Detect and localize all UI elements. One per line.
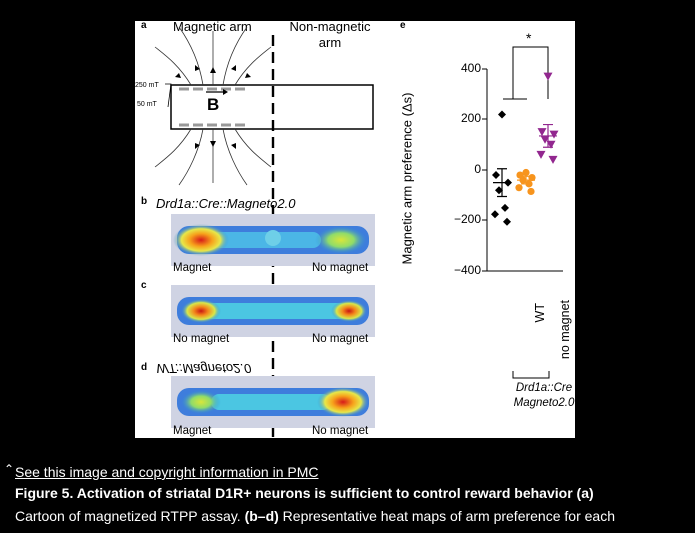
y-tick-label: 0 bbox=[474, 162, 481, 176]
data-point bbox=[495, 186, 503, 195]
panel-b-right-label: No magnet bbox=[312, 262, 369, 274]
panel-c-right-label: No magnet bbox=[312, 333, 369, 345]
pmc-copyright-link[interactable]: See this image and copyright information… bbox=[15, 464, 319, 480]
data-point bbox=[528, 173, 536, 182]
x-category-label: no magnet bbox=[558, 300, 572, 360]
group-bracket-label-1: Drd1a::Cre bbox=[515, 382, 573, 394]
caption-area: ⌃ See this image and copyright informati… bbox=[0, 452, 695, 533]
figure-caption-title: Figure 5. Activation of striatal D1R+ ne… bbox=[15, 485, 594, 501]
data-point bbox=[543, 72, 553, 81]
data-point bbox=[548, 155, 558, 164]
panel-c-left-label: No magnet bbox=[173, 333, 230, 345]
heatmap-c bbox=[171, 285, 375, 337]
b-vector-label: B bbox=[207, 95, 220, 114]
panel-c-letter: c bbox=[141, 280, 147, 291]
y-tick-label: 200 bbox=[460, 111, 481, 125]
data-point bbox=[519, 176, 527, 184]
data-point bbox=[549, 130, 559, 139]
panel-d-letter: d bbox=[141, 362, 148, 373]
group-bracket-label-2: Magneto2.0 bbox=[513, 397, 575, 409]
y-tick-label: −400 bbox=[453, 263, 481, 277]
data-point bbox=[536, 150, 546, 159]
field-250-label: 250 mT bbox=[135, 82, 159, 89]
y-tick-label: −200 bbox=[453, 212, 481, 226]
error-bar bbox=[493, 168, 511, 198]
panel-b-left-label: Magnet bbox=[173, 262, 212, 274]
data-point bbox=[491, 210, 499, 219]
magnetic-arm-title: Magnetic arm bbox=[173, 21, 252, 34]
data-point bbox=[522, 168, 530, 177]
y-tick-label: 400 bbox=[460, 61, 481, 75]
data-point bbox=[515, 184, 523, 192]
heatmap-d bbox=[171, 376, 375, 428]
data-point bbox=[546, 140, 556, 149]
nonmagnetic-arm-title-1: Non-magnetic bbox=[289, 21, 371, 34]
caption-title-tail: (a) bbox=[576, 485, 594, 501]
panel-e-letter: e bbox=[400, 21, 406, 31]
panel-d-right-label: No magnet bbox=[312, 425, 369, 437]
data-point bbox=[525, 180, 533, 188]
figure-panel: a Magnetic arm Non-magnetic arm 250 mT 5… bbox=[135, 21, 575, 438]
chevron-icon[interactable]: ⌃ bbox=[4, 462, 15, 476]
heatmap-b bbox=[171, 214, 375, 266]
data-point bbox=[527, 187, 535, 196]
panel-a-letter: a bbox=[141, 21, 147, 31]
data-point bbox=[503, 217, 511, 226]
data-point bbox=[498, 110, 506, 119]
data-point bbox=[501, 203, 509, 212]
y-axis-label: Magnetic arm preference (Δs) bbox=[399, 92, 415, 265]
caption-body-1: Cartoon of magnetized RTPP assay. bbox=[15, 508, 245, 524]
data-point bbox=[540, 135, 550, 144]
panel-d-genotype: WT::Magneto2.0 bbox=[156, 361, 252, 376]
data-point bbox=[492, 171, 500, 180]
nonmagnetic-arm-title-2: arm bbox=[318, 35, 342, 50]
panel-d-left-label: Magnet bbox=[173, 425, 212, 437]
schematic-drawing bbox=[154, 26, 563, 438]
caption-title-text: Figure 5. Activation of striatal D1R+ ne… bbox=[15, 485, 573, 501]
figure-caption-body: Cartoon of magnetized RTPP assay. (b–d) … bbox=[15, 508, 615, 524]
panel-b-genotype: Drd1a::Cre::Magneto2.0 bbox=[156, 196, 296, 211]
panel-b-letter: b bbox=[141, 196, 148, 207]
data-point bbox=[537, 128, 547, 137]
data-point bbox=[504, 178, 512, 187]
caption-body-bold: (b–d) bbox=[244, 508, 279, 524]
caption-body-2: Representative heat maps of arm preferen… bbox=[278, 508, 615, 524]
x-category-label: WT bbox=[533, 303, 547, 323]
significance-star: * bbox=[526, 30, 532, 46]
field-50-label: 50 mT bbox=[137, 101, 157, 108]
